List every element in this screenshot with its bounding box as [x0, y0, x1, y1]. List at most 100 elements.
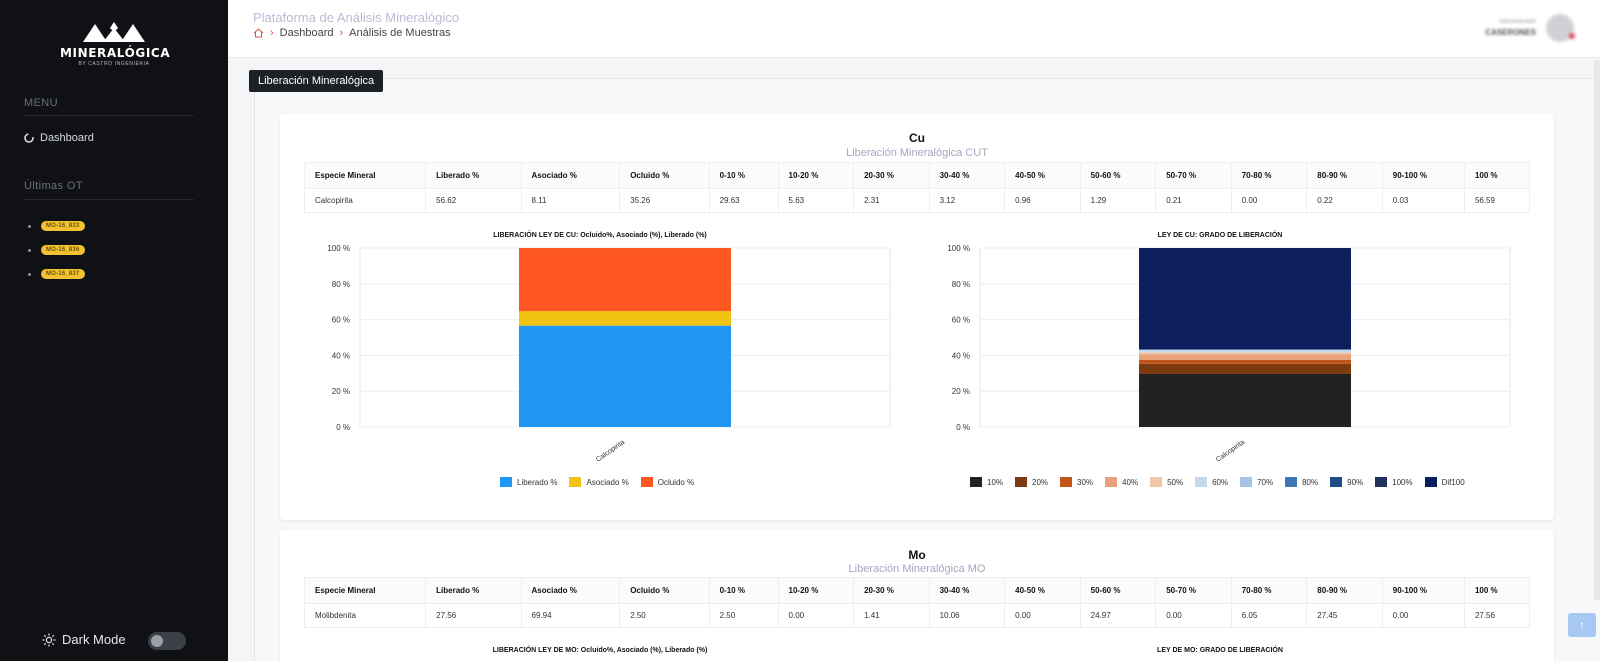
table-cell: 3.12	[928, 188, 1006, 213]
table-cell: 0.00	[1381, 603, 1465, 628]
sidebar-item-dashboard[interactable]: Dashboard	[24, 132, 94, 144]
bar-segment	[1139, 248, 1351, 350]
table-cell: 0.00	[1155, 603, 1232, 628]
legend-swatch	[970, 477, 982, 487]
legend-swatch	[1060, 477, 1073, 487]
legend-item[interactable]: 90%	[1330, 477, 1363, 487]
ot-section-title: Últimas OT	[24, 180, 83, 192]
bar-segment	[519, 311, 731, 326]
chart-legend: 10% 20% 30% 40% 50% 60% 70% 80% 90% 100% Dif100	[970, 477, 1465, 487]
breadcrumb-current: Análisis de Muestras	[349, 27, 451, 39]
col-header: Asociado %	[520, 162, 621, 189]
legend-label: 60%	[1212, 477, 1229, 487]
table-row: Molibdenita 27.56 69.94 2.50 2.50 0.00 1…	[303, 603, 1531, 628]
cu-liberation-chart: 0 % 20 % 40 % 60 % 80 % 100 % Calcopirita	[327, 244, 891, 464]
logo[interactable]: MINERALÓGICA BY CASTRO INGENIERIA	[60, 20, 171, 67]
y-tick-label: 60 %	[332, 316, 350, 325]
col-header: 20-30 %	[853, 162, 930, 189]
bar-segment	[1139, 352, 1351, 355]
legend-swatch	[1285, 477, 1298, 487]
list-item: MO-16_833	[28, 214, 85, 238]
table-cell: 0.00	[1230, 188, 1308, 213]
legend-label: Liberado %	[517, 477, 558, 487]
cu-table: Especie Mineral Liberado % Asociado % Oc…	[303, 162, 1531, 213]
legend-item[interactable]: 40%	[1105, 477, 1138, 487]
legend-item[interactable]: 10%	[970, 477, 1003, 487]
legend-swatch	[640, 477, 653, 487]
breadcrumb-dashboard[interactable]: Dashboard	[279, 27, 334, 39]
col-header: 80-90 %	[1306, 577, 1383, 604]
ot-list: MO-16_833 MO-16_836 MO-16_837	[28, 214, 85, 286]
home-icon[interactable]	[253, 28, 264, 38]
logo-subtitle: BY CASTRO INGENIERIA	[78, 61, 150, 67]
ot-badge[interactable]: MO-16_837	[41, 269, 85, 279]
legend-item[interactable]: 100%	[1375, 477, 1413, 487]
col-header: Asociado %	[520, 577, 621, 604]
y-tick-label: 80 %	[332, 280, 350, 289]
legend-swatch	[569, 477, 582, 487]
legend-item[interactable]: Ocluido %	[640, 477, 694, 487]
col-header: Especie Mineral	[303, 162, 427, 189]
y-tick-label: 100 %	[327, 244, 350, 253]
legend-item[interactable]: 60%	[1195, 477, 1228, 487]
table-cell: 0.21	[1155, 188, 1232, 213]
ot-badge[interactable]: MO-16_836	[41, 245, 85, 255]
table-row: Calcopirita 56.62 8.11 35.26 29.63 5.63 …	[303, 188, 1531, 213]
legend-item[interactable]: 30%	[1060, 477, 1093, 487]
table-cell: Molibdenita	[303, 603, 427, 628]
table-cell: 10.06	[928, 603, 1006, 628]
legend-item[interactable]: 20%	[1015, 477, 1048, 487]
chart-title: LIBERACIÓN LEY DE CU: Ocluido%, Asociado…	[493, 232, 707, 239]
user-menu[interactable]: Administrador CASERONES	[1485, 14, 1575, 42]
mo-card: Mo Liberación Mineralógica MO Especie Mi…	[280, 530, 1554, 661]
col-header: 70-80 %	[1230, 162, 1308, 189]
table-cell: 2.50	[619, 603, 710, 628]
table-cell: 0.22	[1306, 188, 1383, 213]
chart-title: LEY DE MO: GRADO DE LIBERACIÓN	[1157, 647, 1283, 654]
logo-text: MINERALÓGICA	[60, 46, 171, 60]
table-header-row: Especie Mineral Liberado % Asociado % Oc…	[303, 577, 1531, 604]
legend-label: Asociado %	[586, 477, 629, 487]
y-tick-label: 60 %	[952, 316, 970, 325]
cu-subtitle: Liberación Mineralógica CUT	[846, 147, 988, 159]
toggle-knob	[151, 635, 163, 647]
legend-item[interactable]: Asociado %	[569, 477, 629, 487]
legend-item[interactable]: 80%	[1285, 477, 1318, 487]
dark-mode-label-group: Dark Mode	[42, 632, 126, 647]
col-header: 40-50 %	[1004, 162, 1081, 189]
table-cell: 27.56	[425, 603, 522, 628]
legend-swatch	[1195, 477, 1208, 487]
scroll-to-top-button[interactable]: ↑	[1568, 613, 1596, 637]
legend-label: 10%	[987, 477, 1004, 487]
legend-item[interactable]: 50%	[1150, 477, 1183, 487]
avatar[interactable]	[1546, 14, 1575, 42]
legend-label: 50%	[1167, 477, 1184, 487]
legend-item[interactable]: Liberado %	[500, 477, 557, 487]
ot-divider	[24, 199, 194, 200]
col-header: 50-60 %	[1079, 577, 1157, 604]
scrollbar[interactable]	[1594, 60, 1600, 600]
list-item: MO-16_837	[28, 262, 85, 286]
col-header: Especie Mineral	[303, 577, 427, 604]
menu-section-title: MENU	[24, 97, 58, 109]
bar-segment	[1139, 359, 1351, 364]
table-header-row: Especie Mineral Liberado % Asociado % Oc…	[303, 162, 1531, 189]
sidebar: MINERALÓGICA BY CASTRO INGENIERIA MENU D…	[0, 0, 228, 661]
legend-swatch	[1330, 477, 1343, 487]
table-cell: 1.41	[853, 603, 930, 628]
sun-icon	[42, 633, 56, 646]
user-name: CASERONES	[1485, 28, 1536, 37]
legend-item[interactable]: Dif100	[1424, 477, 1465, 487]
user-role: Administrador	[1498, 19, 1536, 25]
legend-swatch	[1105, 477, 1118, 487]
col-header: 100 %	[1463, 162, 1531, 189]
bar-segment	[1139, 373, 1351, 427]
status-dot	[1569, 33, 1575, 39]
ot-badge[interactable]: MO-16_833	[41, 221, 85, 231]
col-header: 20-30 %	[853, 577, 930, 604]
legend-item[interactable]: 70%	[1240, 477, 1273, 487]
legend-label: 30%	[1077, 477, 1094, 487]
dark-mode-toggle[interactable]	[148, 632, 186, 650]
col-header: 90-100 %	[1381, 162, 1465, 189]
table-cell: 56.62	[425, 188, 522, 213]
